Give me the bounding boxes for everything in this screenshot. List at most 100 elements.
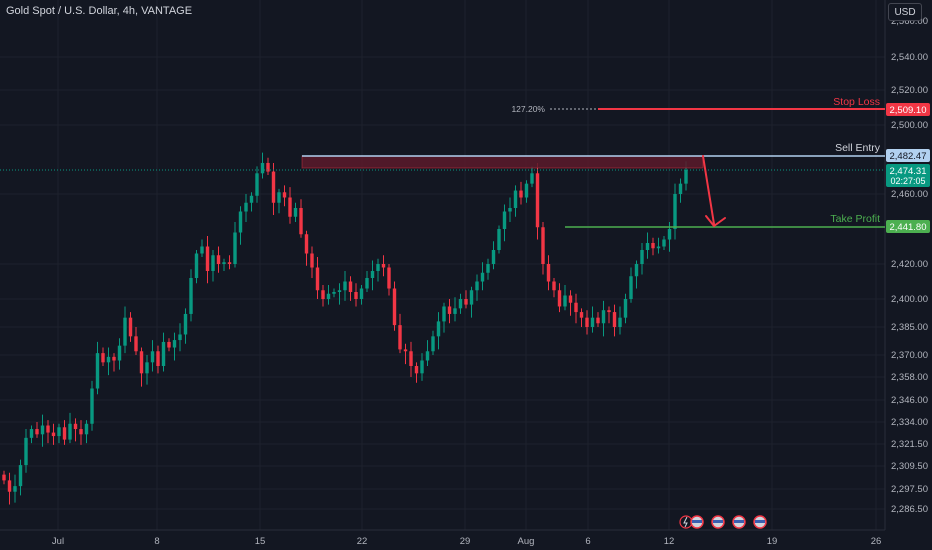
take-profit-price-tag	[886, 220, 930, 233]
candle-up	[678, 183, 683, 194]
candle-up	[673, 194, 677, 229]
price-tick-label: 2,321.50	[891, 439, 928, 450]
candle-down	[398, 325, 402, 350]
candle-down	[585, 317, 589, 327]
candle-up	[453, 308, 457, 314]
candle-up	[590, 317, 595, 327]
candle-up	[24, 437, 28, 466]
candle-down	[354, 292, 358, 299]
candle-up	[623, 299, 628, 318]
candle-up	[150, 351, 155, 363]
candle-up	[40, 425, 45, 435]
candle-up	[662, 239, 666, 247]
candle-up	[293, 208, 298, 217]
candle-up	[431, 336, 435, 352]
time-tick-label: 8	[154, 536, 159, 547]
candle-down	[409, 351, 413, 366]
candle-up	[656, 246, 661, 249]
candle-countdown-text: 02:27:05	[890, 176, 925, 186]
candle-up	[178, 334, 182, 341]
economic-events[interactable]	[679, 515, 767, 529]
candle-down	[535, 173, 540, 228]
candle-up	[57, 427, 61, 437]
candle-down	[568, 295, 573, 303]
candle-down	[321, 290, 325, 299]
candle-up	[491, 250, 496, 264]
candle-up	[68, 423, 72, 440]
us-flag-stripe-3	[734, 520, 744, 523]
candle-down	[7, 480, 12, 492]
candle-down	[310, 253, 314, 268]
candle-down	[607, 310, 611, 313]
candle-down	[139, 351, 144, 374]
candle-up	[563, 295, 567, 307]
candle-down	[387, 267, 391, 289]
candle-up	[233, 232, 237, 264]
candle-down	[79, 429, 83, 435]
candle-up	[442, 306, 446, 322]
down-arrow-icon	[702, 155, 726, 227]
candle-up	[244, 202, 248, 212]
symbol-title[interactable]: Gold Spot / U.S. Dollar, 4h, VANTAGE	[6, 5, 193, 17]
lightning-event-icon[interactable]	[679, 515, 693, 529]
candle-down	[128, 317, 133, 337]
candle-down	[216, 255, 221, 264]
candle-down	[282, 192, 287, 198]
price-tick-label: 2,334.00	[891, 417, 928, 428]
candle-down	[101, 353, 105, 363]
time-tick-label: 26	[871, 536, 882, 547]
candle-up	[117, 345, 122, 361]
candle-down	[557, 290, 562, 307]
candle-up	[618, 317, 622, 327]
time-tick-label: Aug	[518, 536, 535, 547]
candle-up	[497, 229, 501, 250]
candle-up	[524, 183, 529, 198]
us-flag-stripe-1	[692, 520, 702, 523]
time-tick-label: Jul	[52, 536, 64, 547]
candle-down	[348, 281, 353, 292]
candle-down	[266, 162, 270, 172]
candle-down	[227, 262, 232, 264]
us-flag-stripe-4	[755, 520, 765, 523]
price-tick-label: 2,460.00	[891, 189, 928, 200]
time-tick-label: 12	[664, 536, 675, 547]
candle-down	[271, 171, 276, 203]
candle-up	[260, 162, 265, 174]
price-axis[interactable]: 2,286.50 2,297.50 2,309.50 2,321.50 2,334.00…	[891, 52, 928, 515]
price-tick-label: 2,370.00	[891, 350, 928, 361]
time-tick-label: 15	[255, 536, 266, 547]
candle-up	[255, 173, 259, 196]
candle-down	[167, 341, 171, 348]
stop-loss-price-text: 2,509.10	[890, 105, 927, 116]
candle-down	[304, 234, 309, 254]
candle-down	[134, 336, 138, 352]
candle-down	[541, 227, 545, 264]
candlestick-series	[2, 152, 688, 505]
candle-up	[145, 362, 149, 374]
candle-up	[106, 356, 111, 363]
candle-up	[13, 486, 17, 492]
currency-button[interactable]: USD	[888, 3, 922, 21]
candle-up	[513, 190, 518, 208]
candle-up	[645, 243, 650, 250]
price-tick-label: 2,400.00	[891, 294, 928, 305]
candle-up	[458, 299, 463, 309]
candle-down	[51, 432, 56, 437]
candle-up	[376, 264, 380, 271]
price-tick-label: 2,420.00	[891, 259, 928, 270]
candle-up	[530, 173, 534, 184]
candle-up	[18, 465, 23, 487]
sell-entry-label: Sell Entry	[835, 142, 881, 154]
candle-down	[464, 299, 468, 305]
sell-zone-box[interactable]	[301, 155, 704, 169]
candle-up	[425, 351, 430, 361]
candle-down	[299, 208, 303, 235]
candle-up	[249, 195, 254, 203]
candle-down	[392, 288, 397, 326]
candle-down	[403, 349, 408, 352]
time-axis[interactable]: Jul 8 15 22 29 Aug 6 12 19 26	[52, 536, 881, 547]
price-tick-label: 2,500.00	[891, 120, 928, 131]
stop-loss-price-tag	[886, 103, 930, 116]
candle-up	[211, 255, 215, 271]
